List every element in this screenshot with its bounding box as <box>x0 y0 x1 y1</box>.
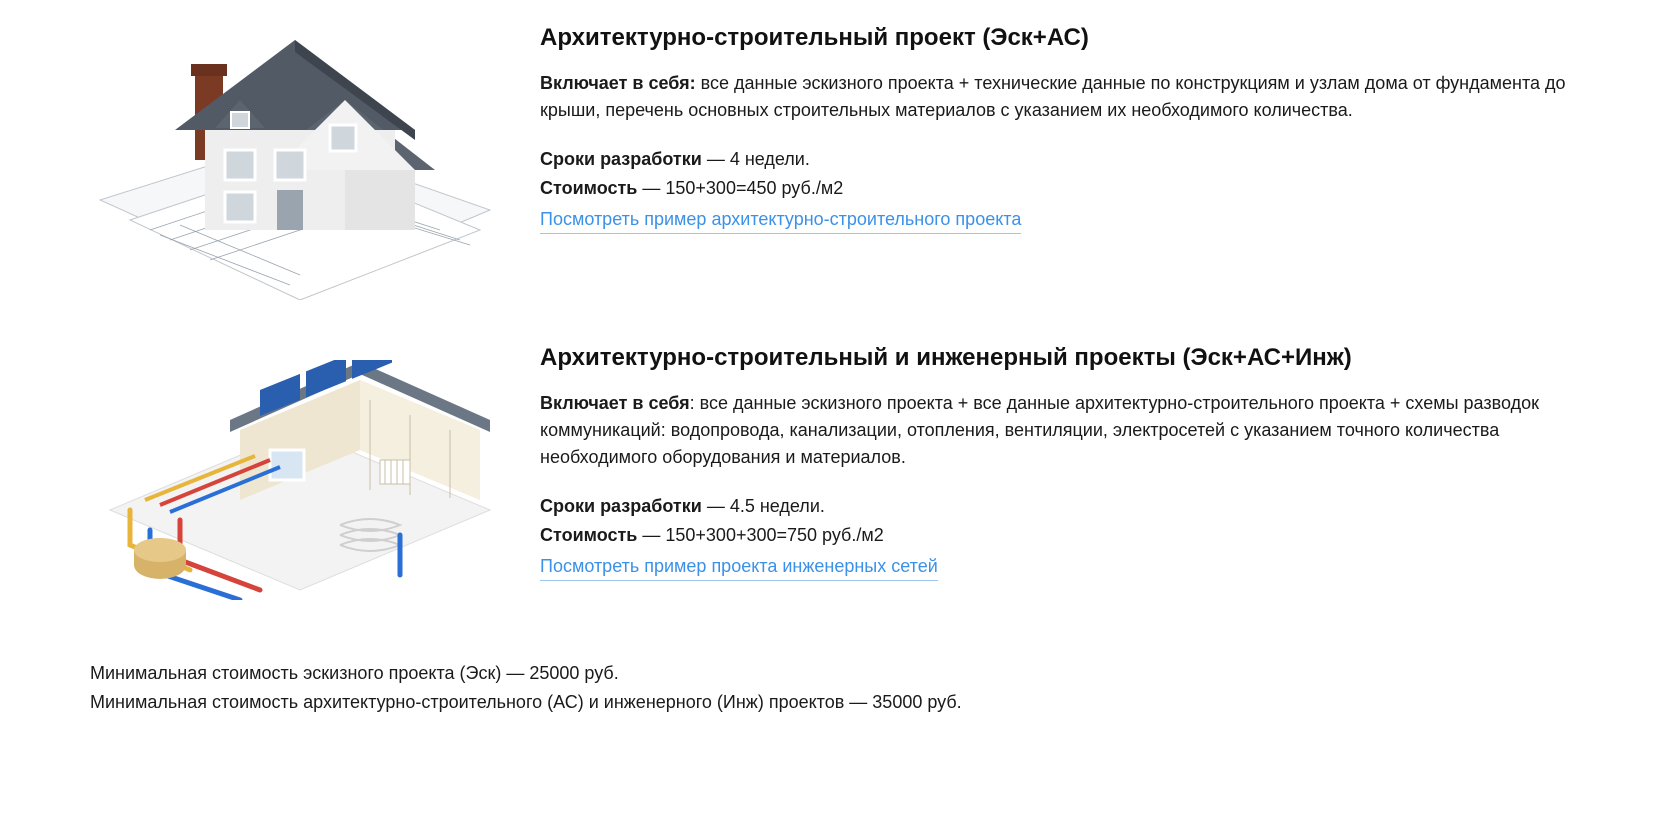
cost-label: Стоимость <box>540 525 637 545</box>
service-meta: Сроки разработки — 4 недели. Стоимость —… <box>540 146 1590 234</box>
cost-label: Стоимость <box>540 178 637 198</box>
service-content-1: Архитектурно-строительный проект (Эск+АС… <box>540 20 1590 234</box>
house-engineering-icon <box>90 360 500 600</box>
footer-line-2: Минимальная стоимость архитектурно-строи… <box>90 689 1590 716</box>
example-link[interactable]: Посмотреть пример архитектурно-строитель… <box>540 206 1021 234</box>
service-block-engineering: Архитектурно-строительный и инженерный п… <box>90 340 1590 600</box>
service-content-2: Архитектурно-строительный и инженерный п… <box>540 340 1590 581</box>
cost-value: — 150+300+300=750 руб./м2 <box>637 525 883 545</box>
timeline-row: Сроки разработки — 4.5 недели. <box>540 493 1590 520</box>
service-title: Архитектурно-строительный и инженерный п… <box>540 340 1590 376</box>
house-blueprint-icon <box>90 20 500 300</box>
footer-line-1: Минимальная стоимость эскизного проекта … <box>90 660 1590 687</box>
service-description: Включает в себя: все данные эскизного пр… <box>540 70 1590 124</box>
service-title: Архитектурно-строительный проект (Эск+АС… <box>540 20 1590 56</box>
cost-row: Стоимость — 150+300=450 руб./м2 <box>540 175 1590 202</box>
timeline-label: Сроки разработки <box>540 149 702 169</box>
cost-value: — 150+300=450 руб./м2 <box>637 178 843 198</box>
service-block-architectural: Архитектурно-строительный проект (Эск+АС… <box>90 20 1590 300</box>
cost-row: Стоимость — 150+300+300=750 руб./м2 <box>540 522 1590 549</box>
example-link[interactable]: Посмотреть пример проекта инженерных сет… <box>540 553 938 581</box>
service-illustration-1 <box>90 20 500 300</box>
timeline-label: Сроки разработки <box>540 496 702 516</box>
timeline-value: — 4 недели. <box>702 149 810 169</box>
timeline-value: — 4.5 недели. <box>702 496 825 516</box>
service-description: Включает в себя: все данные эскизного пр… <box>540 390 1590 471</box>
includes-label: Включает в себя: <box>540 73 696 93</box>
service-meta: Сроки разработки — 4.5 недели. Стоимость… <box>540 493 1590 581</box>
footer-notes: Минимальная стоимость эскизного проекта … <box>90 660 1590 716</box>
includes-label: Включает в себя <box>540 393 690 413</box>
service-illustration-2 <box>90 340 500 600</box>
timeline-row: Сроки разработки — 4 недели. <box>540 146 1590 173</box>
includes-text: : все данные эскизного проекта + все дан… <box>540 393 1539 467</box>
